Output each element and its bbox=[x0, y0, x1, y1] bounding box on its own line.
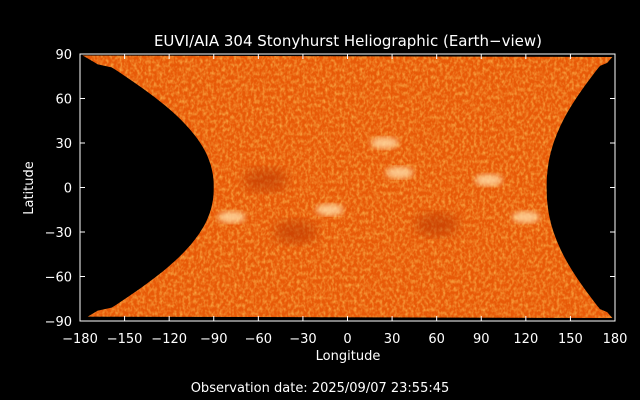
dark-region-8 bbox=[273, 220, 318, 244]
x-tick-label: 90 bbox=[473, 332, 490, 347]
x-tick-label: 180 bbox=[603, 332, 628, 347]
x-tick-label: 150 bbox=[558, 332, 583, 347]
x-axis-label: Longitude bbox=[316, 349, 381, 364]
y-tick-label: −90 bbox=[45, 315, 72, 330]
dark-region-7 bbox=[414, 212, 459, 237]
x-tick-label: 0 bbox=[343, 332, 351, 347]
dark-region-6 bbox=[243, 168, 288, 193]
y-tick-label: −30 bbox=[45, 226, 72, 241]
bright-region-4 bbox=[315, 203, 344, 216]
x-tick-label: 30 bbox=[384, 332, 401, 347]
bright-region-1 bbox=[385, 166, 414, 179]
y-tick-label: 60 bbox=[55, 93, 72, 108]
bright-region-5 bbox=[217, 211, 246, 224]
y-axis-label: Latitude bbox=[22, 161, 37, 215]
x-tick-label: −30 bbox=[289, 332, 316, 347]
y-tick-label: 90 bbox=[55, 48, 72, 63]
bright-region-3 bbox=[511, 211, 540, 224]
x-tick-label: −120 bbox=[151, 332, 187, 347]
x-tick-label: −180 bbox=[62, 332, 98, 347]
observation-date: Observation date: 2025/09/07 23:55:45 bbox=[191, 381, 450, 396]
y-tick-label: −60 bbox=[45, 271, 72, 286]
y-tick-label: 0 bbox=[64, 182, 72, 197]
bright-region-2 bbox=[474, 174, 503, 187]
x-tick-label: −150 bbox=[107, 332, 143, 347]
y-axis-ticks: −90 −60 −30 0 30 60 90 bbox=[45, 48, 615, 330]
x-tick-label: −90 bbox=[200, 332, 227, 347]
x-tick-label: −60 bbox=[245, 332, 272, 347]
bright-region-0 bbox=[370, 137, 399, 149]
heatmap-layer bbox=[82, 55, 613, 318]
y-tick-label: 30 bbox=[55, 137, 72, 152]
chart-title: EUVI/AIA 304 Stonyhurst Heliographic (Ea… bbox=[154, 32, 542, 50]
x-tick-label: 120 bbox=[513, 332, 538, 347]
heatmap-features bbox=[217, 137, 540, 244]
x-axis-ticks: −180 −150 −120 −90 −60 −30 0 30 60 90 120 150 180 bbox=[62, 54, 627, 347]
x-tick-label: 60 bbox=[428, 332, 445, 347]
